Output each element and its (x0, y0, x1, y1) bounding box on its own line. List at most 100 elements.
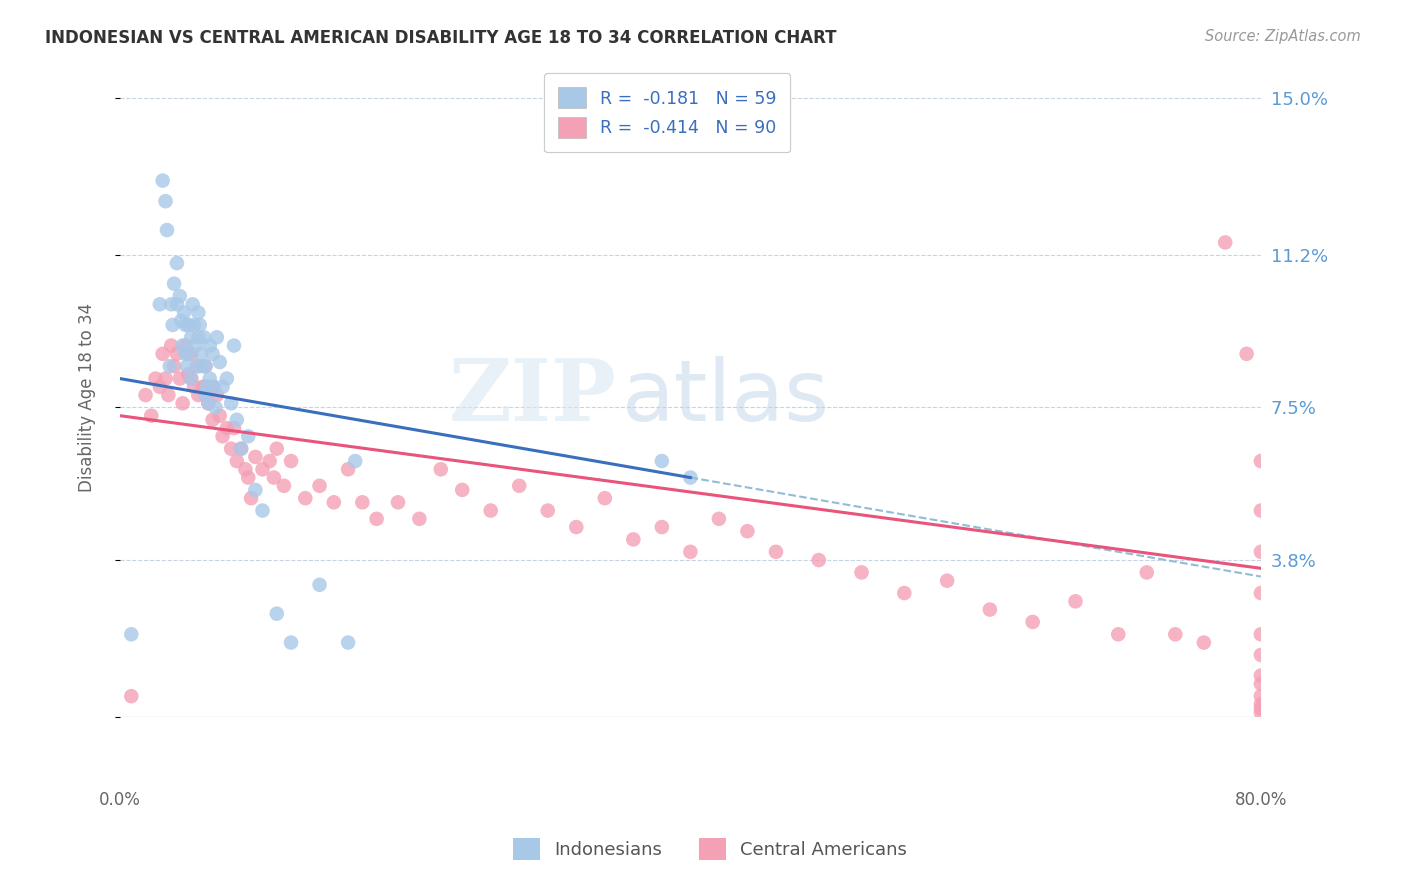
Point (273, 479, 295, 493)
Point (183, 318, 205, 332)
Point (322, 495, 344, 509)
Point (177, 347, 200, 361)
Point (344, 454, 367, 468)
Point (194, 359, 217, 374)
Point (737, 524, 759, 538)
Point (263, 470, 285, 484)
Point (222, 338, 245, 352)
Point (679, 545, 702, 559)
Point (565, 520, 588, 534)
Point (183, 380, 205, 394)
Point (238, 429, 260, 443)
Point (651, 454, 673, 468)
Point (252, 462, 274, 476)
Point (1107, 627, 1129, 641)
Point (240, 491, 263, 505)
Point (166, 347, 188, 361)
Point (194, 380, 217, 394)
Point (337, 462, 360, 476)
Point (169, 289, 191, 303)
Point (208, 409, 231, 423)
Point (177, 368, 200, 382)
Point (187, 359, 209, 374)
Point (621, 533, 644, 547)
Text: ZIP: ZIP (449, 355, 616, 439)
Point (1021, 615, 1043, 629)
Point (184, 338, 207, 352)
Point (120, 689, 142, 703)
Point (1064, 594, 1087, 608)
Point (149, 297, 172, 311)
Point (1164, 627, 1187, 641)
Point (1236, 347, 1258, 361)
Point (166, 256, 188, 270)
Point (280, 454, 302, 468)
Point (229, 442, 252, 456)
Point (141, 409, 163, 423)
Point (225, 454, 247, 468)
Point (157, 388, 180, 402)
Text: Source: ZipAtlas.com: Source: ZipAtlas.com (1205, 29, 1361, 45)
Point (190, 347, 212, 361)
Point (208, 355, 231, 369)
Y-axis label: Disability Age 18 to 34: Disability Age 18 to 34 (79, 302, 96, 491)
Point (1250, 698, 1272, 712)
Point (145, 371, 167, 385)
Point (979, 602, 1001, 616)
Point (593, 491, 616, 505)
Point (201, 347, 224, 361)
Point (215, 421, 238, 435)
Point (201, 413, 224, 427)
Point (163, 277, 186, 291)
Point (1250, 677, 1272, 691)
Point (1250, 648, 1272, 662)
Text: INDONESIAN VS CENTRAL AMERICAN DISABILITY AGE 18 TO 34 CORRELATION CHART: INDONESIAN VS CENTRAL AMERICAN DISABILIT… (45, 29, 837, 47)
Point (679, 470, 702, 484)
Point (152, 173, 174, 187)
Point (1250, 668, 1272, 682)
Point (366, 512, 388, 526)
Point (222, 421, 245, 435)
Point (172, 396, 194, 410)
Point (252, 503, 274, 517)
Point (160, 297, 183, 311)
Point (1250, 689, 1272, 703)
Point (245, 483, 267, 497)
Point (155, 371, 177, 385)
Text: atlas: atlas (621, 356, 830, 439)
Point (408, 512, 430, 526)
Point (155, 194, 177, 209)
Point (479, 503, 502, 517)
Point (1250, 586, 1272, 600)
Point (294, 491, 316, 505)
Point (387, 495, 409, 509)
Point (893, 586, 915, 600)
Point (1213, 235, 1236, 250)
Point (238, 470, 260, 484)
Point (1250, 503, 1272, 517)
Point (187, 305, 209, 319)
Point (188, 318, 211, 332)
Point (149, 380, 172, 394)
Point (851, 566, 873, 580)
Point (1136, 566, 1159, 580)
Point (205, 388, 228, 402)
Point (180, 330, 202, 344)
Point (163, 359, 186, 374)
Point (194, 388, 217, 402)
Legend: Indonesians, Central Americans: Indonesians, Central Americans (506, 830, 914, 867)
Point (194, 359, 217, 374)
Point (651, 520, 673, 534)
Point (1250, 701, 1272, 715)
Point (1250, 545, 1272, 559)
Point (162, 318, 184, 332)
Point (308, 578, 330, 592)
Point (174, 338, 197, 352)
Point (180, 347, 202, 361)
Point (219, 442, 242, 456)
Point (181, 297, 204, 311)
Legend: R =  -0.181   N = 59, R =  -0.414   N = 90: R = -0.181 N = 59, R = -0.414 N = 90 (544, 73, 790, 153)
Point (204, 401, 226, 415)
Point (198, 371, 221, 385)
Point (1250, 706, 1272, 720)
